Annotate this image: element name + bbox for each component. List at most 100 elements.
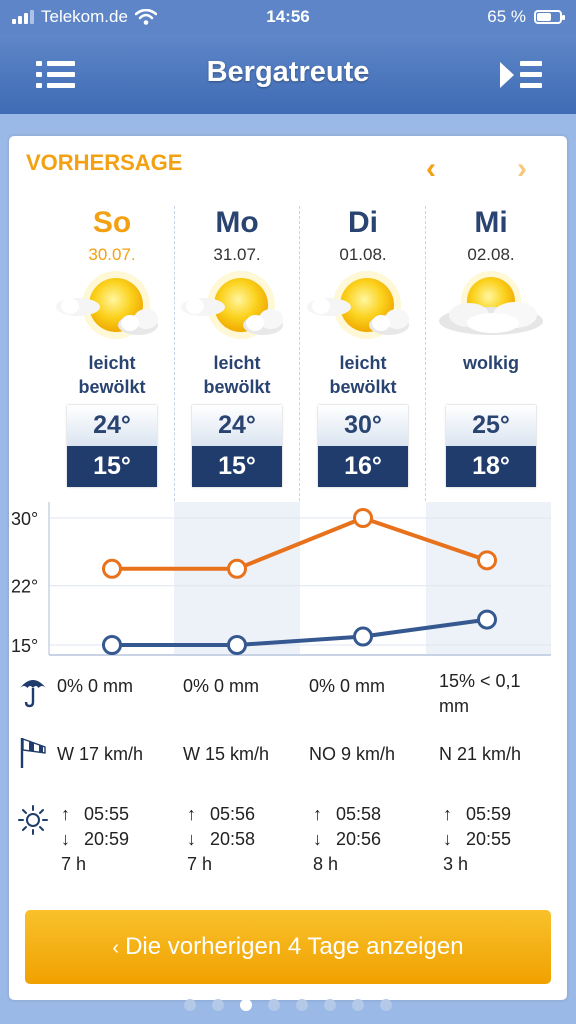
chart-band — [426, 502, 551, 655]
page-title: Bergatreute — [206, 56, 370, 88]
precipitation-value: 0% 0 mm — [57, 676, 134, 696]
chart-point — [477, 550, 497, 571]
day-date: 02.08. — [467, 245, 515, 264]
chart-point — [227, 558, 247, 579]
condition-text: leicht bewölkt — [329, 353, 397, 397]
chart-series-line — [112, 617, 488, 647]
temperature-box: 24° 15° — [192, 405, 282, 487]
day-name: Mi — [474, 206, 508, 239]
next-arrow-icon[interactable]: › — [517, 152, 527, 185]
chevron-left-icon: ‹ — [112, 937, 120, 959]
sunset-time: 20:58 — [210, 829, 256, 849]
chart-tick-label: 15° — [11, 636, 38, 656]
page-dot[interactable] — [324, 999, 336, 1011]
column-divider — [299, 206, 300, 506]
temperature-box: 30° 16° — [318, 405, 408, 487]
day-column: So 30.07. leicht bewölkt 24° 15° — [50, 206, 174, 487]
day-column: Mi 02.08. wolkig 25° 18° — [429, 206, 553, 487]
day-name: Di — [348, 206, 378, 239]
chart-point — [353, 508, 373, 528]
page-dot[interactable] — [296, 999, 308, 1011]
temperature-box: 24° 15° — [67, 405, 157, 487]
carrier-name: Telekom.de — [41, 7, 128, 26]
day-column: Mo 31.07. leicht bewölkt 24° 15° — [175, 206, 299, 487]
navigation-bar: Bergatreute — [0, 34, 576, 114]
sunset-arrow-icon: ↓ — [313, 829, 322, 849]
list-icon[interactable] — [500, 60, 544, 90]
sunrise-time: 05:59 — [466, 804, 512, 824]
carrier-info: Telekom.de — [12, 7, 157, 27]
cloudy-icon — [429, 269, 553, 347]
forecast-card: VORHERSAGE ‹ › So 30.07. leicht bewölkt 2… — [9, 136, 567, 1000]
chart-tick-label: 22° — [11, 577, 38, 597]
sun-times: ↑ 05:55 ↓ 20:59 7 h — [61, 802, 185, 877]
sunrise-arrow-icon: ↑ — [187, 804, 196, 824]
battery-icon — [534, 10, 565, 24]
page-dot[interactable] — [184, 999, 196, 1011]
min-temp: 16° — [318, 446, 408, 487]
min-temp: 15° — [192, 446, 282, 487]
windsock-icon — [20, 738, 46, 768]
sunset-arrow-icon: ↓ — [443, 829, 452, 849]
page-dot[interactable] — [212, 999, 224, 1011]
sunset-arrow-icon: ↓ — [187, 829, 196, 849]
day-date: 31.07. — [213, 245, 261, 264]
previous-days-button[interactable]: ‹ Die vorherigen 4 Tage anzeigen — [25, 910, 551, 984]
sunset-time: 20:55 — [466, 829, 512, 849]
page-dot[interactable] — [240, 999, 252, 1011]
day-name: So — [92, 206, 132, 239]
page-dot[interactable] — [380, 999, 392, 1011]
day-date: 30.07. — [88, 245, 136, 264]
page-indicator — [0, 998, 576, 1016]
sun-times: ↑ 05:59 ↓ 20:55 3 h — [443, 802, 567, 877]
day-date: 01.08. — [339, 245, 387, 264]
max-temp: 24° — [67, 405, 157, 446]
sunshine-hours: 3 h — [443, 854, 469, 874]
wind-value: NO 9 km/h — [309, 744, 396, 764]
page-dot[interactable] — [268, 999, 280, 1011]
previous-days-label: Die vorherigen 4 Tage anzeigen — [125, 933, 464, 960]
max-temp: 30° — [318, 405, 408, 446]
sunrise-arrow-icon: ↑ — [313, 804, 322, 824]
sun-icon — [18, 805, 48, 835]
sun-times: ↑ 05:56 ↓ 20:58 7 h — [187, 802, 311, 877]
sunrise-arrow-icon: ↑ — [61, 804, 70, 824]
partly-cloudy-icon — [50, 269, 174, 347]
sunshine-hours: 8 h — [313, 854, 339, 874]
chart-series-line — [112, 516, 488, 571]
chart-point — [353, 626, 373, 647]
day-column: Di 01.08. leicht bewölkt 30° 16° — [301, 206, 425, 487]
signal-icon — [12, 10, 34, 24]
wind-value: W 17 km/h — [57, 744, 144, 764]
umbrella-icon — [20, 680, 46, 708]
partly-cloudy-icon — [301, 269, 425, 347]
sunrise-time: 05:56 — [210, 804, 256, 824]
sunshine-hours: 7 h — [61, 854, 87, 874]
chart-point — [227, 635, 247, 655]
sunset-arrow-icon: ↓ — [61, 829, 70, 849]
wifi-icon — [134, 9, 157, 25]
precipitation-value: 0% 0 mm — [309, 676, 386, 696]
condition-text: leicht bewölkt — [203, 353, 271, 397]
sunrise-time: 05:55 — [84, 804, 130, 824]
sunshine-hours: 7 h — [187, 854, 213, 874]
menu-icon[interactable] — [36, 60, 76, 90]
max-temp: 25° — [446, 405, 536, 446]
status-bar: Telekom.de 14:56 65 % — [0, 0, 576, 34]
forecast-title: VORHERSAGE — [26, 150, 183, 175]
previous-arrow-icon[interactable]: ‹ — [426, 152, 436, 185]
sunset-time: 20:56 — [336, 829, 382, 849]
page-dot[interactable] — [352, 999, 364, 1011]
battery-percent: 65 % — [487, 7, 526, 26]
condition-text: leicht bewölkt — [78, 353, 146, 397]
chart-point — [102, 558, 122, 579]
partly-cloudy-icon — [175, 269, 299, 347]
column-divider — [174, 206, 175, 506]
wind-value: N 21 km/h — [439, 744, 522, 764]
chart-point — [102, 635, 122, 655]
max-temp: 24° — [192, 405, 282, 446]
day-name: Mo — [215, 206, 259, 239]
min-temp: 15° — [67, 446, 157, 487]
condition-text: wolkig — [462, 353, 519, 373]
temperature-chart: 30° 22° 15° — [11, 502, 551, 656]
